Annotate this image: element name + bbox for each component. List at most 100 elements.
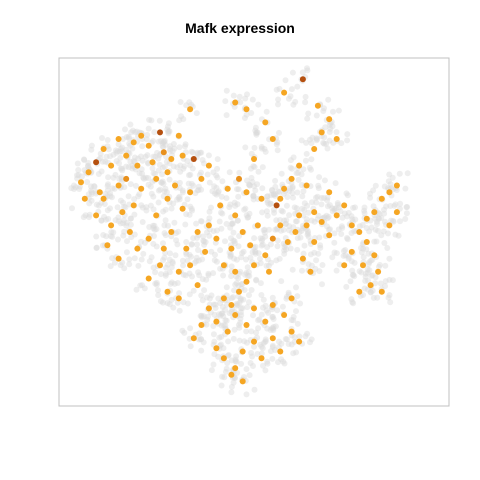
background-cell — [375, 215, 382, 222]
background-cell — [245, 214, 252, 221]
background-cell — [204, 171, 211, 178]
background-cell — [242, 271, 248, 278]
background-cell — [298, 182, 305, 188]
background-cell — [237, 297, 244, 304]
background-cell — [302, 157, 309, 164]
background-cell — [327, 226, 333, 233]
data-point — [175, 268, 182, 275]
background-cell — [137, 153, 144, 160]
background-cell — [367, 190, 373, 197]
data-point — [213, 345, 220, 352]
data-point — [198, 322, 205, 328]
background-cell — [151, 226, 158, 233]
background-cell — [338, 231, 345, 237]
background-cell — [150, 240, 157, 247]
background-cell — [326, 202, 333, 209]
background-cell — [213, 258, 220, 265]
background-cell — [141, 175, 147, 182]
background-cell — [274, 237, 281, 244]
background-cell — [350, 204, 357, 211]
background-cell — [161, 230, 168, 237]
background-cell — [386, 276, 393, 283]
background-cell — [155, 138, 162, 145]
background-cell — [325, 226, 332, 233]
background-cell — [98, 217, 105, 224]
background-cell — [222, 98, 229, 105]
background-cell — [133, 182, 139, 189]
background-cell — [150, 206, 157, 213]
background-cell — [285, 341, 292, 347]
background-cell — [396, 170, 403, 177]
background-cell — [272, 183, 279, 190]
background-cell — [208, 292, 215, 299]
background-cell — [380, 228, 387, 235]
background-cell — [205, 270, 212, 277]
background-cell — [201, 287, 208, 294]
data-point — [281, 185, 288, 192]
background-cell — [154, 149, 161, 156]
background-cell — [216, 334, 223, 341]
background-cell — [162, 206, 169, 213]
background-cell — [370, 187, 377, 194]
background-cell — [239, 305, 246, 312]
background-cell — [280, 190, 287, 197]
background-cell — [276, 338, 282, 345]
data-point — [243, 106, 250, 113]
background-cell — [119, 144, 126, 151]
background-cell — [212, 301, 219, 308]
background-cell — [223, 112, 230, 119]
background-cell — [336, 204, 343, 211]
background-cell — [249, 96, 256, 103]
background-cell — [97, 150, 104, 157]
background-cell — [314, 193, 321, 200]
background-cell — [166, 256, 173, 263]
background-cell — [140, 174, 147, 181]
background-cell — [99, 158, 106, 165]
data-point — [386, 222, 393, 229]
background-cell — [189, 165, 196, 172]
background-cell — [195, 183, 202, 190]
background-cell — [189, 207, 195, 214]
background-cell — [347, 278, 354, 285]
data-point — [198, 175, 205, 182]
data-point — [247, 242, 254, 249]
background-cell — [96, 202, 102, 209]
background-cell — [255, 317, 262, 324]
background-cell — [385, 178, 392, 185]
background-cell — [123, 249, 130, 256]
background-cell — [165, 130, 172, 137]
background-cell — [123, 222, 130, 229]
background-cell — [288, 317, 295, 323]
background-cell — [253, 129, 260, 136]
background-cell — [382, 262, 389, 269]
background-cell — [223, 195, 230, 202]
background-cell — [113, 149, 120, 156]
background-cell — [335, 201, 341, 208]
background-cell — [184, 158, 191, 164]
background-cell — [146, 116, 153, 123]
background-cell — [280, 358, 287, 365]
data-point — [115, 255, 122, 262]
data-point — [371, 209, 378, 216]
background-cell — [75, 167, 82, 173]
background-cell — [231, 103, 238, 110]
background-cell — [86, 214, 92, 221]
background-cell — [392, 231, 399, 238]
data-point — [220, 262, 227, 269]
background-cell — [276, 129, 282, 136]
background-cell — [276, 255, 283, 262]
background-cell — [366, 267, 373, 274]
background-cell — [252, 248, 259, 255]
background-cell — [88, 187, 95, 194]
background-cell — [206, 232, 213, 239]
background-cell — [115, 236, 121, 243]
data-point — [326, 232, 333, 239]
background-cell — [290, 154, 297, 161]
data-point — [202, 248, 209, 255]
background-cell — [204, 316, 211, 323]
background-cell — [289, 183, 296, 190]
background-cell — [253, 276, 260, 283]
background-cell — [100, 232, 107, 238]
background-cell — [360, 254, 367, 261]
data-point — [100, 195, 107, 202]
